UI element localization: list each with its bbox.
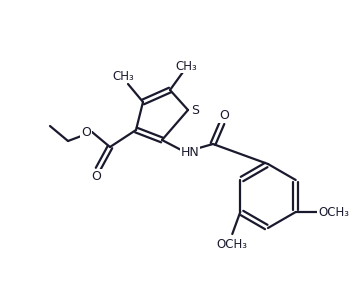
Text: S: S	[191, 103, 199, 116]
Text: O: O	[91, 170, 101, 183]
Text: CH₃: CH₃	[112, 70, 134, 82]
Text: O: O	[219, 108, 229, 122]
Text: HN: HN	[181, 145, 199, 158]
Text: OCH₃: OCH₃	[318, 206, 349, 218]
Text: CH₃: CH₃	[175, 60, 197, 72]
Text: OCH₃: OCH₃	[217, 237, 248, 250]
Text: O: O	[81, 126, 91, 139]
